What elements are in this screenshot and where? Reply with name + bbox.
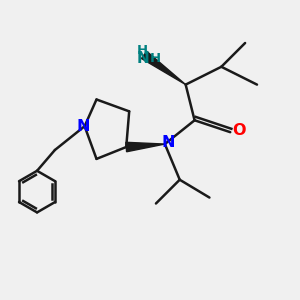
Text: H: H (150, 52, 161, 65)
Text: H: H (137, 44, 148, 57)
Text: N: N (76, 119, 90, 134)
Text: O: O (232, 123, 246, 138)
Text: N: N (162, 135, 175, 150)
Polygon shape (142, 51, 186, 85)
Text: N: N (136, 51, 149, 66)
Polygon shape (126, 142, 165, 152)
